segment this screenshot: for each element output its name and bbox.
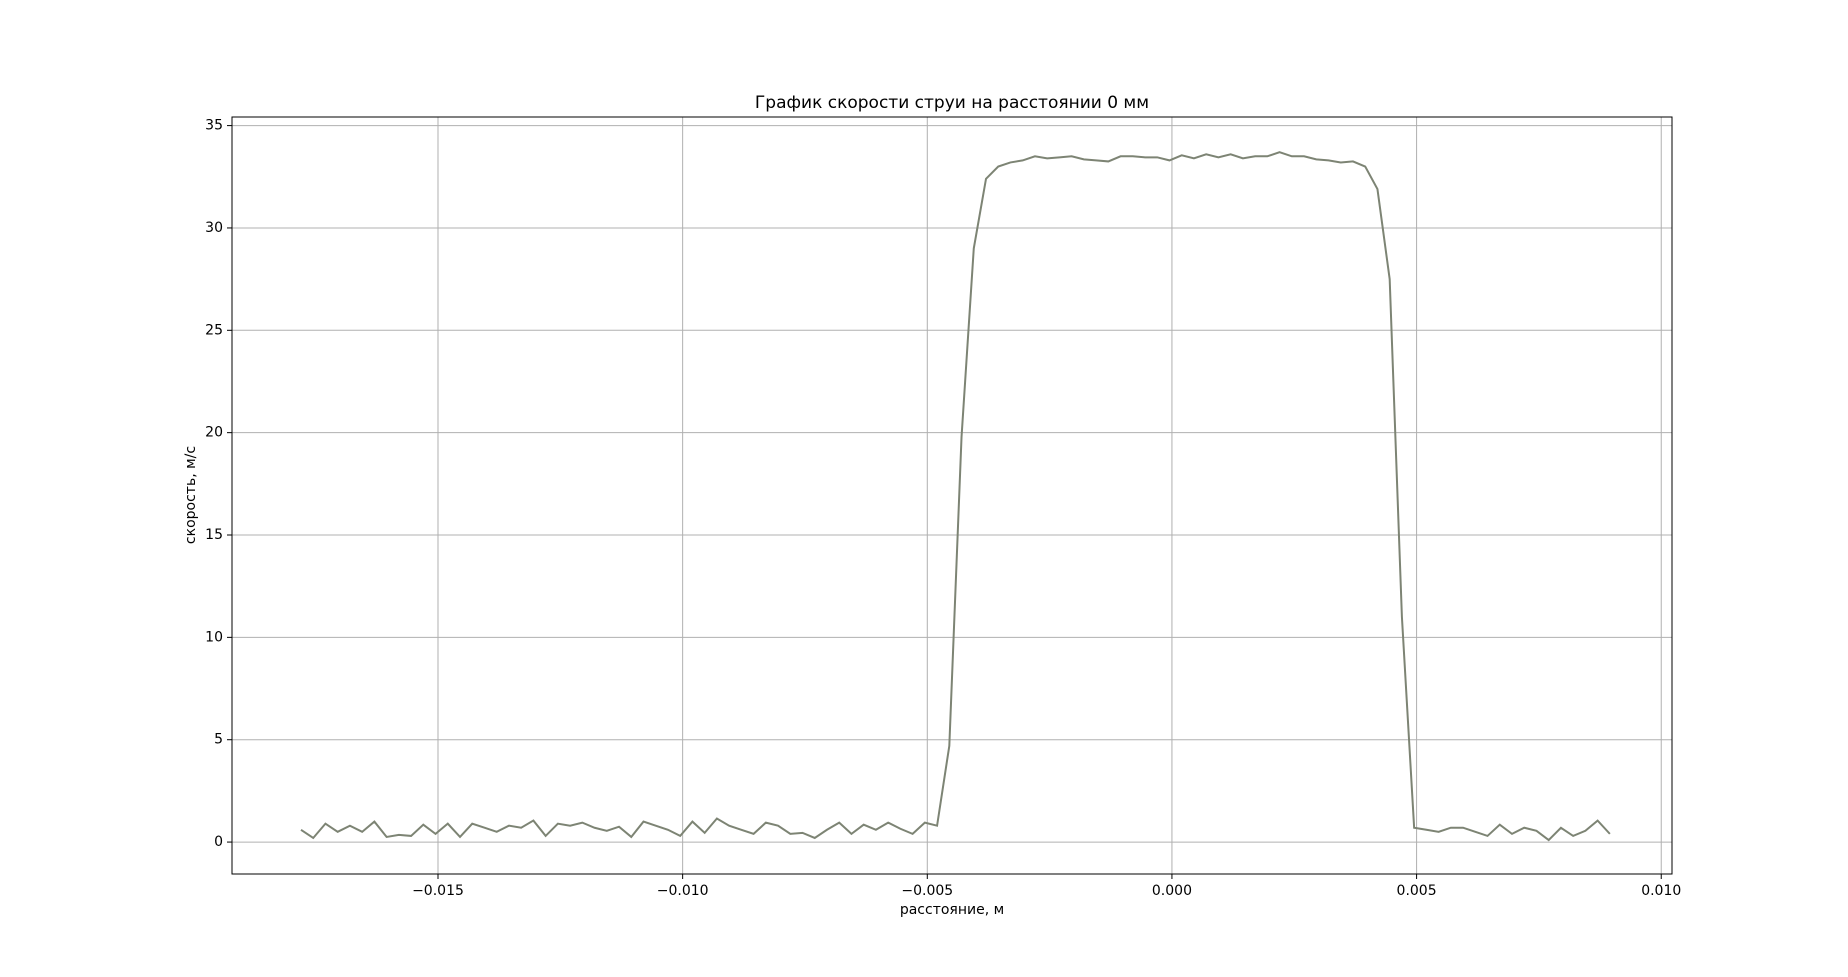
y-tick-label: 30 (205, 220, 223, 236)
y-tick-label: 20 (205, 425, 223, 441)
plot-frame (231, 116, 1673, 875)
x-tick-label: 0.005 (1397, 883, 1437, 899)
y-tick-label: 15 (205, 527, 223, 543)
y-tick-label: 0 (214, 834, 223, 850)
y-tick-label: 25 (205, 322, 223, 338)
y-tick-label: 5 (214, 732, 223, 748)
x-tick-label: −0.010 (657, 883, 709, 899)
y-tick-label: 10 (205, 629, 223, 645)
x-axis-label: расстояние, м (900, 902, 1004, 918)
data-line (300, 151, 1611, 842)
y-axis-label: скорость, м/с (183, 446, 199, 544)
chart-title: График скорости струи на расстоянии 0 мм (755, 93, 1149, 113)
x-tick-label: 0.010 (1641, 883, 1681, 899)
x-tick-label: −0.015 (412, 883, 464, 899)
x-tick-label: −0.005 (901, 883, 953, 899)
x-tick-label: 0.000 (1152, 883, 1192, 899)
y-tick-label: 35 (205, 118, 223, 134)
